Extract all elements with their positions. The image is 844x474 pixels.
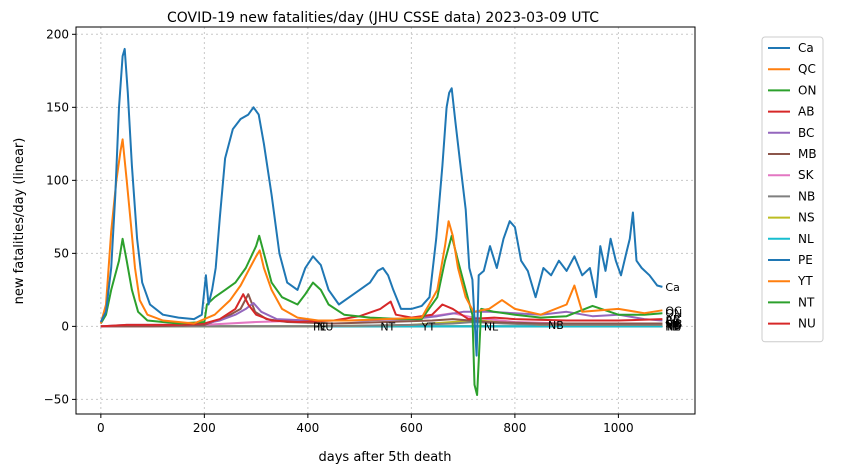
x-tick-label: 1000 bbox=[603, 421, 634, 435]
series-line-on bbox=[99, 234, 663, 396]
x-tick-label: 0 bbox=[97, 421, 105, 435]
y-tick-label: −50 bbox=[44, 392, 69, 406]
plot-frame bbox=[75, 26, 696, 415]
y-tick-label: 150 bbox=[46, 100, 69, 114]
legend-label-qc: QC bbox=[798, 62, 816, 76]
legend-label-ns: NS bbox=[798, 211, 815, 225]
y-tick-label: 200 bbox=[46, 27, 69, 41]
axis-ticks: 0 200 400 600 800 1000 −50 0 50 100 150 200 bbox=[44, 27, 634, 435]
legend-label-nb: NB bbox=[798, 189, 815, 203]
series-end-label-nu: NU bbox=[665, 320, 681, 333]
legend: Ca QC ON AB BC MB SK NB NS NL PE YT NT NU bbox=[761, 36, 824, 343]
series-inline-label: PE bbox=[313, 320, 327, 333]
legend-label-bc: BC bbox=[798, 126, 814, 140]
x-tick-label: 200 bbox=[193, 421, 216, 435]
x-tick-label: 400 bbox=[296, 421, 319, 435]
series-end-label-ca: Ca bbox=[665, 281, 679, 294]
legend-box bbox=[761, 36, 824, 343]
legend-label-mb: MB bbox=[798, 147, 817, 161]
series-end-label-nb: NB bbox=[665, 319, 681, 332]
series-end-label-ab: AB bbox=[665, 313, 680, 326]
x-tick-label: 800 bbox=[503, 421, 526, 435]
series-line-nb bbox=[100, 321, 663, 328]
y-axis-label: new fatalities/day (linear) bbox=[12, 138, 27, 305]
series-end-label-mb: MB bbox=[665, 317, 682, 330]
series-inline-label: NT bbox=[380, 320, 395, 333]
series-inline-label: NU bbox=[317, 320, 333, 333]
series-layer bbox=[99, 47, 663, 396]
legend-label-on: ON bbox=[798, 83, 816, 97]
y-tick-label: 0 bbox=[61, 319, 69, 333]
series-line-qc bbox=[99, 138, 663, 325]
series-end-label-bc: BC bbox=[665, 315, 680, 328]
series-end-label-yt: YT bbox=[664, 320, 679, 333]
series-inline-label: NB bbox=[548, 319, 564, 332]
x-tick-label: 600 bbox=[400, 421, 423, 435]
legend-label-sk: SK bbox=[798, 168, 815, 182]
series-end-label-ns: NS bbox=[665, 319, 680, 332]
legend-label-ab: AB bbox=[798, 105, 814, 119]
chart-title: COVID-19 new fatalities/day (JHU CSSE da… bbox=[167, 10, 599, 26]
series-line-ca bbox=[99, 47, 663, 357]
legend-label-yt: YT bbox=[797, 274, 813, 288]
series-end-label-on: ON bbox=[665, 307, 682, 320]
series-end-label-pe: PE bbox=[665, 320, 679, 333]
y-tick-label: 50 bbox=[54, 246, 69, 260]
legend-label-nu: NU bbox=[798, 317, 816, 331]
legend-label-nt: NT bbox=[798, 295, 815, 309]
series-end-label-sk: SK bbox=[665, 317, 680, 330]
gridlines bbox=[76, 27, 695, 414]
series-end-label-qc: QC bbox=[665, 304, 682, 317]
x-axis-label: days after 5th death bbox=[319, 450, 452, 465]
legend-label-nl: NL bbox=[798, 232, 814, 246]
series-end-label-nt: NT bbox=[665, 320, 680, 333]
series-inline-label: YT bbox=[421, 320, 436, 333]
legend-label-pe: PE bbox=[798, 253, 813, 267]
legend-label-ca: Ca bbox=[798, 41, 814, 55]
series-inline-label: NL bbox=[484, 320, 499, 333]
series-end-label-nl: NL bbox=[665, 320, 680, 333]
y-tick-label: 100 bbox=[46, 173, 69, 187]
